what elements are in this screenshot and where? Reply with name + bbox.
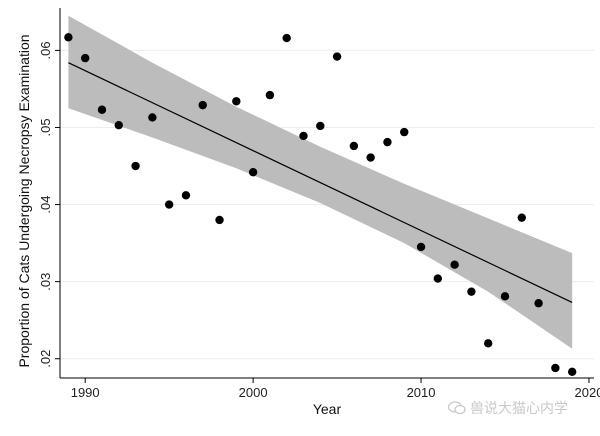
data-point-4: [131, 161, 140, 171]
fit-line: [68, 62, 573, 304]
y-axis-title: Proportion of Cats Undergoing Necropsy E…: [16, 34, 32, 367]
data-point-3: [114, 120, 123, 130]
y-tick-label-1: .03: [38, 273, 53, 291]
data-point-9: [215, 215, 224, 225]
data-point-22: [433, 274, 443, 283]
data-point-2: [97, 105, 107, 114]
data-point-1: [80, 53, 90, 63]
data-point-28: [534, 299, 543, 308]
data-point-12: [265, 90, 275, 100]
x-tick-label-2: 2010: [407, 385, 436, 400]
data-point-23: [450, 260, 459, 269]
data-point-0: [64, 33, 73, 42]
tick-labels: 1990 2000 2010 2020 .02 .03 .04 .05 .06: [38, 41, 600, 400]
data-point-15: [316, 121, 325, 131]
data-point-16: [332, 52, 342, 61]
y-tick-label-3: .05: [38, 118, 53, 136]
data-point-24: [467, 287, 476, 296]
watermark: 兽说大猫心内学: [448, 398, 568, 418]
x-tick-label-1: 2000: [239, 385, 268, 400]
y-tick-label-0: .02: [38, 350, 53, 368]
y-tick-label-2: .04: [38, 196, 53, 214]
watermark-text: 兽说大猫心内学: [470, 401, 568, 417]
data-point-18: [366, 153, 375, 162]
data-point-20: [400, 127, 409, 137]
data-point-26: [500, 292, 510, 301]
data-point-14: [299, 131, 308, 141]
data-points: [64, 33, 577, 377]
axes: [55, 8, 594, 383]
data-point-8: [198, 100, 207, 110]
data-point-25: [484, 339, 493, 348]
x-tick-label-0: 1990: [71, 385, 100, 400]
data-point-11: [248, 167, 258, 177]
data-point-30: [567, 367, 577, 377]
wechat-icon: [448, 401, 466, 415]
data-point-10: [232, 97, 241, 106]
y-tick-label-4: .06: [38, 41, 53, 59]
data-point-29: [551, 363, 560, 373]
data-point-5: [148, 113, 157, 122]
x-axis-title: Year: [313, 401, 342, 417]
data-point-27: [517, 213, 526, 222]
data-point-6: [164, 200, 174, 209]
x-tick-label-3: 2020: [575, 385, 600, 400]
data-point-7: [181, 191, 191, 200]
data-point-19: [383, 137, 392, 147]
data-point-13: [282, 33, 291, 43]
data-point-17: [349, 141, 359, 151]
data-point-21: [416, 242, 426, 252]
